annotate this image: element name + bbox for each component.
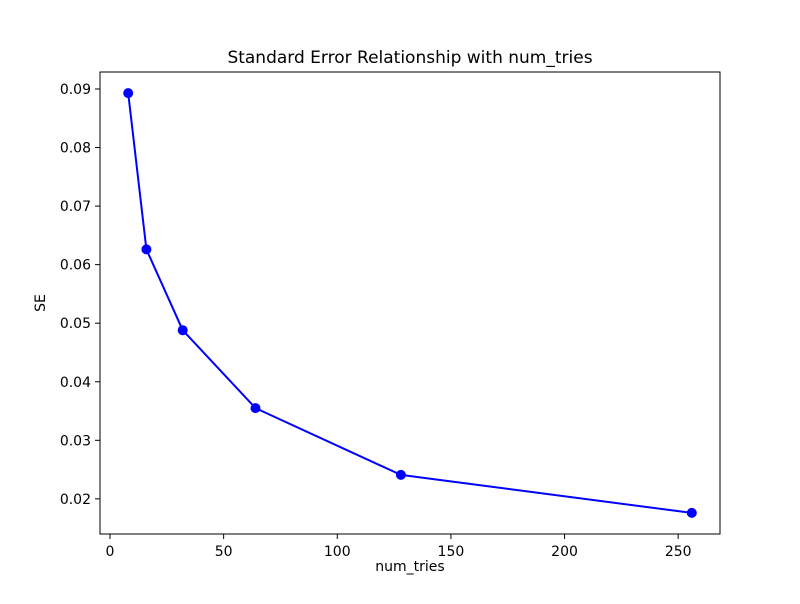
data-point — [141, 244, 152, 255]
x-tick-label: 150 — [438, 544, 465, 560]
y-tick-label: 0.06 — [60, 258, 91, 274]
y-tick-label: 0.08 — [60, 141, 91, 157]
x-tick-label: 50 — [215, 544, 233, 560]
data-point — [686, 507, 697, 518]
y-tick-label: 0.04 — [60, 375, 91, 391]
data-series — [123, 88, 697, 518]
x-axis-ticks: 0 50 100 150 200 250 — [106, 534, 692, 560]
series-line — [127, 92, 693, 514]
plot-area — [99, 71, 721, 535]
y-tick-label: 0.05 — [60, 316, 91, 332]
y-tick-label: 0.07 — [60, 199, 91, 215]
x-tick-label: 250 — [665, 544, 692, 560]
y-axis-ticks: 0.02 0.03 0.04 0.05 0.06 0.07 0.08 0.09 — [60, 82, 100, 508]
x-tick-label: 0 — [106, 544, 115, 560]
data-point — [123, 88, 134, 99]
chart-title: Standard Error Relationship with num_tri… — [227, 48, 592, 68]
y-tick-label: 0.03 — [60, 433, 91, 449]
data-point — [250, 403, 261, 414]
data-point — [177, 325, 188, 336]
y-tick-label: 0.02 — [60, 492, 91, 508]
x-axis-label: num_tries — [375, 559, 444, 575]
y-axis-label: SE — [33, 294, 49, 312]
x-tick-label: 100 — [324, 544, 351, 560]
y-tick-label: 0.09 — [60, 82, 91, 98]
data-point — [395, 469, 406, 480]
x-tick-label: 200 — [551, 544, 578, 560]
